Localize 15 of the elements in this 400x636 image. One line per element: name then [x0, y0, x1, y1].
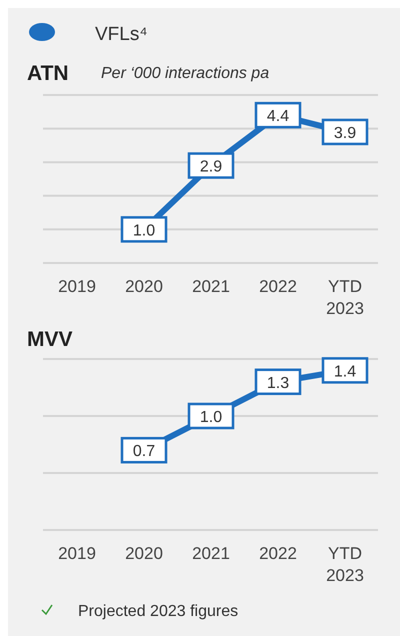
x-tick-label: 2022 — [259, 544, 297, 563]
x-tick-label: 2022 — [259, 277, 297, 296]
text: Projected 2023 figures — [78, 603, 238, 620]
x-tick-label: 2019 — [58, 544, 96, 563]
chart-subtitle: Per ‘000 interactions pa — [101, 65, 270, 82]
x-tick-label: 2019 — [58, 277, 96, 296]
x-tick-label: 2021 — [192, 277, 230, 296]
x-tick-label: 2021 — [192, 544, 230, 563]
x-tick-label: YTD 2023 — [326, 277, 364, 318]
x-tick-label: 2020 — [125, 277, 163, 296]
x-tick-label: YTD 2023 — [326, 544, 364, 585]
chart-title: ATN — [27, 62, 69, 85]
x-tick-label: 2020 — [125, 544, 163, 563]
chart-title: MVV — [27, 328, 73, 351]
legend-label: VFLs⁴ — [95, 24, 148, 45]
